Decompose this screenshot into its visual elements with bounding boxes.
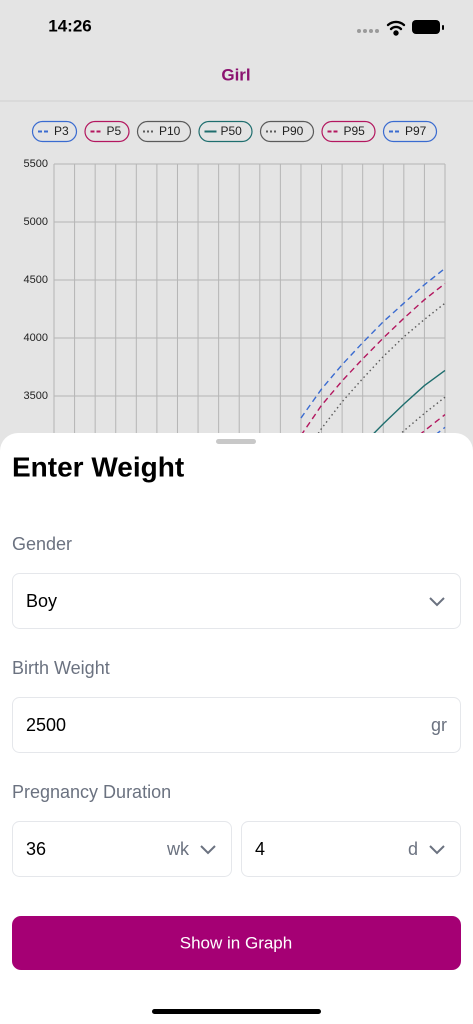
legend: P3 P5 P10 P50 P90 P95 P97: [31, 120, 438, 143]
y-tick-label: 3500: [24, 390, 48, 402]
legend-item: [259, 120, 315, 143]
y-tick-label: 5000: [24, 216, 48, 228]
select-value: 36: [26, 839, 46, 859]
select-value: Boy: [26, 591, 57, 611]
weeks-select[interactable]: [12, 821, 232, 877]
field-label: Gender: [12, 534, 72, 554]
legend-item: [136, 120, 192, 143]
chevron: [200, 845, 216, 855]
field-label: Birth Weight: [12, 658, 110, 678]
legend-label: P95: [344, 124, 366, 138]
status-time: 14:26: [48, 16, 91, 35]
wifi-icon: [386, 20, 406, 36]
nav-title: Girl: [221, 65, 250, 84]
y-tick-label: 4000: [24, 332, 48, 344]
input-unit: gr: [431, 715, 447, 735]
field-label: Pregnancy Duration: [12, 782, 171, 802]
sheet-title: Enter Weight: [12, 451, 184, 482]
percentile-line: [300, 267, 446, 419]
legend-label: P50: [221, 124, 243, 138]
select-value: 4: [255, 839, 265, 859]
legend-item: [84, 120, 130, 143]
chevron: [429, 597, 445, 607]
legend-item: [31, 120, 78, 143]
select-unit: d: [408, 839, 418, 859]
legend-label: P3: [54, 124, 69, 138]
chevron: [429, 845, 445, 855]
percentile-line: [300, 302, 446, 461]
show-button[interactable]: [12, 916, 461, 970]
gender-select[interactable]: [12, 573, 461, 629]
signal-icon: [357, 29, 379, 33]
y-tick-label: 5500: [24, 158, 48, 170]
legend-item: [321, 120, 376, 143]
days-select[interactable]: [241, 821, 461, 877]
battery-icon: [412, 20, 444, 34]
percentile-line: [300, 282, 446, 436]
legend-item: [382, 120, 438, 143]
y-tick-label: 4500: [24, 274, 48, 286]
legend-label: P97: [405, 124, 427, 138]
home-indicator: [152, 1009, 321, 1014]
legend-label: P5: [107, 124, 122, 138]
sheet-handle[interactable]: [216, 439, 256, 444]
input-value: 2500: [26, 715, 66, 735]
legend-item: [198, 120, 253, 143]
legend-label: P10: [159, 124, 181, 138]
select-unit: wk: [166, 839, 190, 859]
legend-label: P90: [282, 124, 304, 138]
button-label: Show in Graph: [180, 933, 292, 952]
weight-input[interactable]: [12, 697, 461, 753]
